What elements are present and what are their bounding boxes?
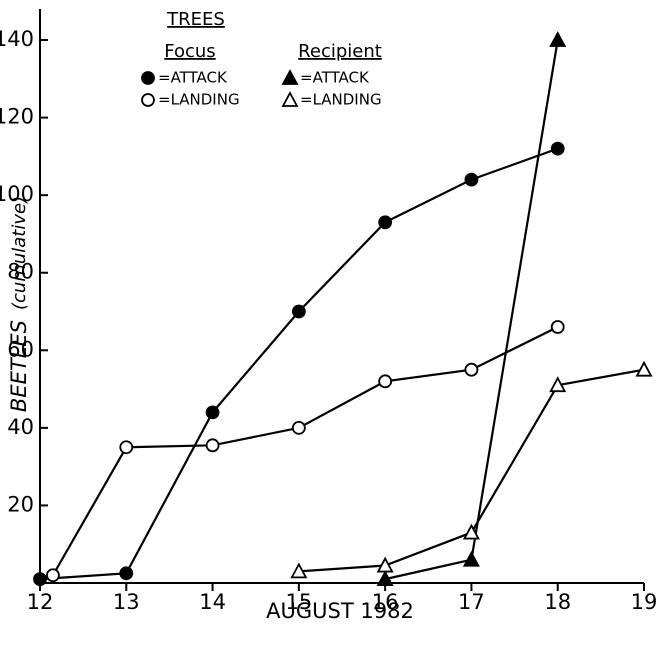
data-point [462, 523, 480, 540]
legend-group: Focus [164, 41, 215, 62]
data-point [290, 562, 308, 579]
x-tick-label: 16 [372, 590, 399, 614]
y-axis-label-group: BEETLES (cumulative) [7, 196, 31, 412]
legend-group: Recipient [298, 41, 382, 62]
data-point [549, 376, 567, 393]
data-point [119, 440, 134, 455]
x-axis-label: AUGUST 1982 [266, 599, 414, 623]
series-line [39, 147, 559, 581]
data-point [376, 556, 394, 573]
legend-marker [281, 69, 299, 85]
data-point [464, 362, 479, 377]
data-point [464, 172, 479, 187]
y-tick-label: 40 [7, 415, 34, 439]
data-point [462, 550, 480, 567]
data-point [549, 31, 567, 47]
x-tick-label: 15 [285, 590, 312, 614]
legend-label: =ATTACK [158, 69, 228, 87]
y-axis-label: BEETLES [7, 320, 31, 412]
data-point [378, 374, 393, 389]
y-tick-label: 80 [7, 260, 34, 284]
y-axis-label-note: (cumulative) [9, 196, 30, 310]
data-point [635, 360, 653, 377]
data-point [46, 568, 60, 583]
x-tick-label: 14 [199, 590, 226, 614]
data-point [550, 320, 565, 334]
legend-marker [141, 71, 155, 85]
x-tick-label: 18 [544, 590, 571, 614]
y-tick-label: 120 [0, 105, 34, 129]
data-point [376, 570, 394, 587]
data-point [205, 438, 220, 453]
y-tick-label: 60 [7, 337, 34, 361]
series-line [384, 39, 559, 581]
y-tick-label: 140 [0, 27, 34, 51]
x-tick-label: 13 [113, 590, 140, 614]
data-point [33, 572, 47, 587]
data-point [378, 215, 393, 230]
data-point [291, 304, 306, 319]
y-tick-label: 20 [7, 492, 34, 516]
legend-label: =LANDING [158, 91, 240, 109]
data-point [291, 420, 306, 435]
data-point [119, 566, 134, 581]
legend-title: TREES [166, 9, 225, 30]
legend-label: =ATTACK [300, 69, 370, 87]
data-point [205, 405, 220, 420]
legend-marker [281, 91, 299, 107]
y-tick-label: 100 [0, 182, 34, 206]
x-tick-label: 17 [458, 590, 485, 614]
data-point [550, 141, 565, 156]
x-tick-label: 12 [27, 590, 54, 614]
legend-label: =LANDING [300, 91, 382, 109]
legend-marker [141, 93, 155, 107]
x-tick-label: 19 [631, 590, 658, 614]
